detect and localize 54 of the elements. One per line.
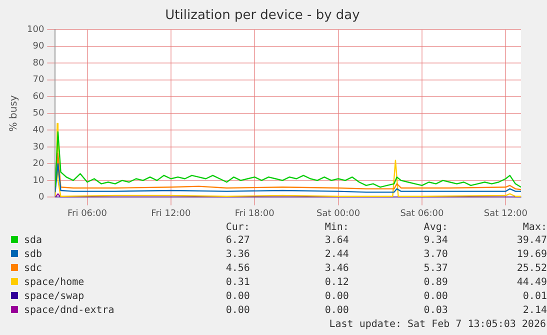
legend-label: space/dnd-extra (23, 304, 116, 318)
text: 3.46 (324, 262, 349, 276)
y-tick-label: 40 (32, 126, 44, 136)
text: 0.01 (522, 290, 547, 304)
text: 5.37 (422, 262, 448, 276)
y-tick-label: 0 (38, 192, 44, 203)
text: Last update: Sat Feb 7 13:05:03 2026 (328, 318, 547, 332)
legend-label: sdc (23, 262, 44, 276)
y-tick-label: 100 (26, 24, 44, 35)
text: 3.64 (324, 234, 349, 248)
y-tick-label: 70 (32, 75, 44, 86)
text: 0.12 (324, 276, 349, 290)
text: 6.27 (224, 234, 250, 248)
text: 4.56 (224, 262, 250, 276)
text: Max: (522, 222, 547, 234)
x-tick-label: Sat 00:00 (316, 208, 360, 219)
text: 44.49 (516, 276, 547, 290)
text: 0.31 (224, 276, 250, 290)
y-tick-label: 20 (32, 159, 44, 170)
text: 0.00 (324, 290, 349, 304)
text: 25.52 (516, 262, 547, 276)
text: 2.44 (324, 248, 349, 262)
text: 0.89 (422, 276, 448, 290)
y-tick-label: 80 (32, 58, 44, 68)
y-axis-title: % busy (8, 95, 20, 132)
text: 0.00 (422, 290, 448, 304)
text: 3.70 (422, 248, 448, 262)
text: Min: (324, 222, 349, 234)
text: 0.03 (422, 304, 448, 318)
y-tick-label: 60 (32, 92, 44, 102)
text: 9.34 (422, 234, 448, 248)
legend-label: sda (23, 234, 44, 248)
legend-label: sdb (23, 248, 44, 262)
text: 0.00 (224, 290, 250, 304)
legend-label: space/home (23, 276, 86, 290)
y-tick-label: 90 (32, 42, 44, 52)
text: Avg: (422, 222, 448, 234)
x-tick-label: Fri 18:00 (234, 208, 275, 219)
text: Cur: (224, 222, 250, 234)
legend-label: space/swap (23, 290, 86, 304)
text: 0.00 (224, 304, 250, 318)
x-tick-label: Fri 06:00 (67, 208, 108, 219)
chart-title: Utilization per device - by day (165, 8, 360, 24)
y-tick-label: 50 (32, 108, 44, 119)
y-tick-label: 30 (32, 142, 44, 152)
x-tick-label: Sat 06:00 (400, 208, 444, 219)
y-tick-label: 10 (32, 176, 44, 186)
text: 19.69 (516, 248, 547, 262)
text: 0.00 (324, 304, 349, 318)
text: 39.47 (516, 234, 547, 248)
x-tick-label: Sat 12:00 (484, 208, 528, 219)
text: 2.14 (522, 304, 547, 318)
x-tick-label: Fri 12:00 (151, 208, 191, 219)
text: 3.36 (224, 248, 250, 262)
